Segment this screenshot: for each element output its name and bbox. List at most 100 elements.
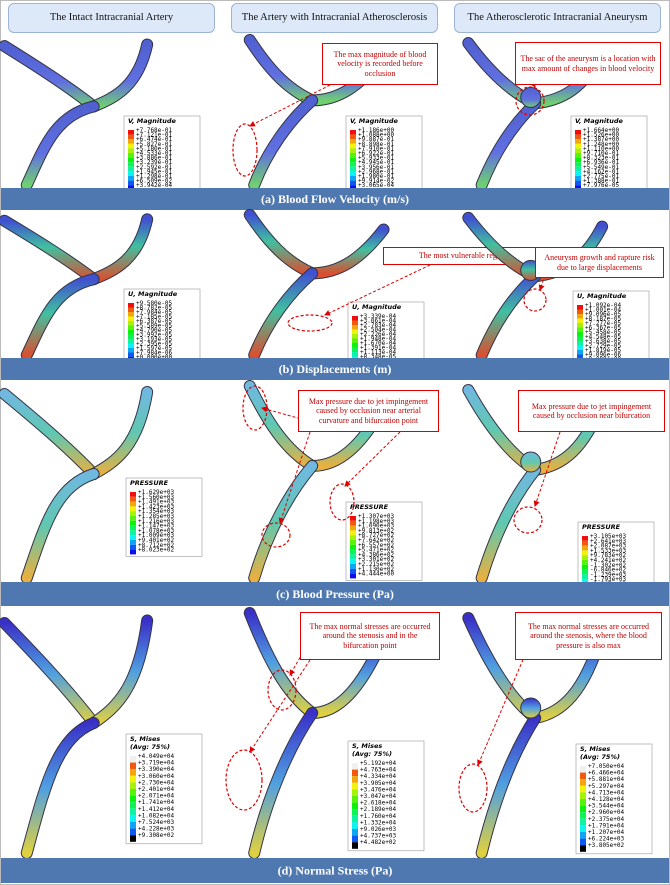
color-swatch bbox=[577, 354, 583, 359]
color-swatch bbox=[128, 348, 134, 353]
vessel bbox=[4, 394, 93, 474]
legend-box bbox=[572, 290, 650, 366]
legend-value: +4.482e+02 bbox=[360, 839, 397, 846]
legend-value: +3.301e+02 bbox=[358, 556, 395, 563]
color-swatch bbox=[130, 501, 136, 507]
vessel bbox=[27, 723, 94, 853]
color-swatch bbox=[130, 525, 136, 531]
color-swatch bbox=[128, 185, 134, 190]
color-swatch bbox=[350, 568, 356, 574]
color-swatch bbox=[577, 350, 583, 355]
color-swatch bbox=[130, 506, 136, 512]
annotation: The max normal stresses are occurred aro… bbox=[515, 612, 662, 660]
color-swatch bbox=[128, 316, 134, 321]
aneurysm-sac bbox=[520, 451, 542, 473]
annotation-box: The max normal stresses are occurred aro… bbox=[300, 612, 440, 660]
color-swatch bbox=[128, 330, 134, 335]
color-swatch bbox=[582, 545, 588, 551]
legend-subtitle: (Avg: 75%) bbox=[352, 750, 392, 758]
color-swatch bbox=[128, 157, 134, 163]
color-swatch bbox=[575, 134, 581, 140]
color-swatch bbox=[128, 303, 134, 308]
color-swatch bbox=[352, 316, 358, 321]
legend-value: +4.713e+04 bbox=[588, 789, 625, 796]
color-swatch bbox=[575, 166, 581, 172]
legend-value: +2.968e-01 bbox=[358, 168, 395, 175]
legend-value: +1.629e+03 bbox=[138, 489, 175, 496]
legend-value: +2.395e-05 bbox=[136, 341, 173, 348]
vessel bbox=[482, 103, 536, 185]
annotation-box: The max normal stresses are occurred aro… bbox=[515, 612, 662, 660]
legend-value: +6.474e-01 bbox=[136, 136, 173, 143]
legend-value: +1.092e-04 bbox=[585, 302, 622, 309]
legend-value: +4.128e+04 bbox=[588, 796, 625, 803]
legend-subtitle: (Avg: 75%) bbox=[580, 753, 620, 761]
vessel bbox=[4, 623, 93, 723]
vessel bbox=[482, 276, 536, 355]
legend-value: -1.239e+03 bbox=[590, 571, 627, 578]
color-swatch bbox=[352, 338, 358, 343]
legend-value: +2.775e-01 bbox=[583, 173, 620, 180]
legend-value: +1.526e+00 bbox=[583, 132, 620, 139]
annotation-arrow bbox=[278, 431, 311, 524]
color-swatch bbox=[582, 540, 588, 546]
color-swatch bbox=[352, 835, 358, 843]
annotation-box: Max pressure due to jet impingement caus… bbox=[298, 390, 439, 432]
legend-value: +1.412e+04 bbox=[138, 806, 175, 813]
color-swatch bbox=[352, 343, 358, 348]
legend-value: +2.401e+04 bbox=[138, 786, 175, 793]
annotation: Aneurysm growth and rapture risk due to … bbox=[535, 247, 664, 278]
color-swatch bbox=[350, 540, 356, 545]
color-swatch bbox=[350, 530, 356, 536]
color-swatch bbox=[128, 180, 134, 186]
legend-value: +5.827e-01 bbox=[136, 141, 173, 148]
color-swatch bbox=[577, 314, 583, 319]
legend-title: V, Magnitude bbox=[128, 117, 177, 125]
legend-value: +4.790e-05 bbox=[136, 327, 173, 334]
legend-value: +1.597e-05 bbox=[136, 345, 173, 352]
color-swatch bbox=[130, 520, 136, 526]
legend-value: +8.898e-01 bbox=[358, 141, 395, 148]
legend-value: +6.936e-01 bbox=[583, 159, 620, 166]
legend-value: +9.096e-06 bbox=[585, 352, 622, 359]
color-swatch bbox=[580, 792, 586, 799]
legend-title: V, Magnitude bbox=[350, 117, 399, 125]
legend-value: -6.846e+02 bbox=[590, 567, 627, 574]
color-swatch bbox=[582, 560, 588, 565]
legend-value: +3.942e-04 bbox=[136, 182, 173, 189]
annotation: Max pressure due to jet impingement caus… bbox=[298, 390, 439, 432]
legend-value: +4.228e+03 bbox=[138, 826, 175, 833]
color-swatch bbox=[580, 772, 586, 780]
legend-value: +9.887e-01 bbox=[358, 136, 395, 143]
legend-value: +6.557e+02 bbox=[358, 542, 395, 549]
legend-value: +3.544e+04 bbox=[588, 803, 625, 810]
legend-value: +6.509e-02 bbox=[136, 178, 173, 185]
annotation-arrow bbox=[324, 264, 431, 316]
color-swatch bbox=[128, 312, 134, 317]
color-swatch bbox=[575, 176, 581, 181]
legend-value: +1.001e-04 bbox=[585, 307, 622, 314]
legend-value: +7.185e-05 bbox=[136, 314, 173, 321]
color-swatch bbox=[128, 130, 134, 135]
color-swatch bbox=[130, 492, 136, 497]
color-swatch bbox=[580, 838, 586, 846]
vessel bbox=[94, 621, 148, 724]
legend-value: +1.945e-01 bbox=[136, 168, 173, 175]
legend-value: +4.386e+02 bbox=[358, 551, 395, 558]
legend-value: +1.298e-01 bbox=[136, 173, 173, 180]
vessel bbox=[250, 386, 312, 466]
column-header: The Intact Intracranial Artery bbox=[8, 3, 215, 33]
legend-value: +3.239e-01 bbox=[136, 159, 173, 166]
highlight-ring bbox=[267, 669, 297, 711]
legend-value: +1.009e+03 bbox=[138, 532, 175, 539]
color-swatch bbox=[352, 325, 358, 330]
annotation-box: Max pressure due to jet impingement caus… bbox=[518, 390, 665, 432]
legend-value: +1.391e-04 bbox=[360, 345, 397, 352]
legend-value: +3.638e-05 bbox=[585, 338, 622, 345]
legend-value: +8.023e+02 bbox=[138, 547, 175, 554]
legend-value: +1.307e+03 bbox=[358, 513, 395, 520]
color-swatch bbox=[352, 842, 358, 849]
legend-value: +6.387e-05 bbox=[136, 318, 173, 325]
color-swatch bbox=[577, 309, 583, 314]
caption: (a) Blood Flow Velocity (m/s) bbox=[261, 192, 409, 206]
